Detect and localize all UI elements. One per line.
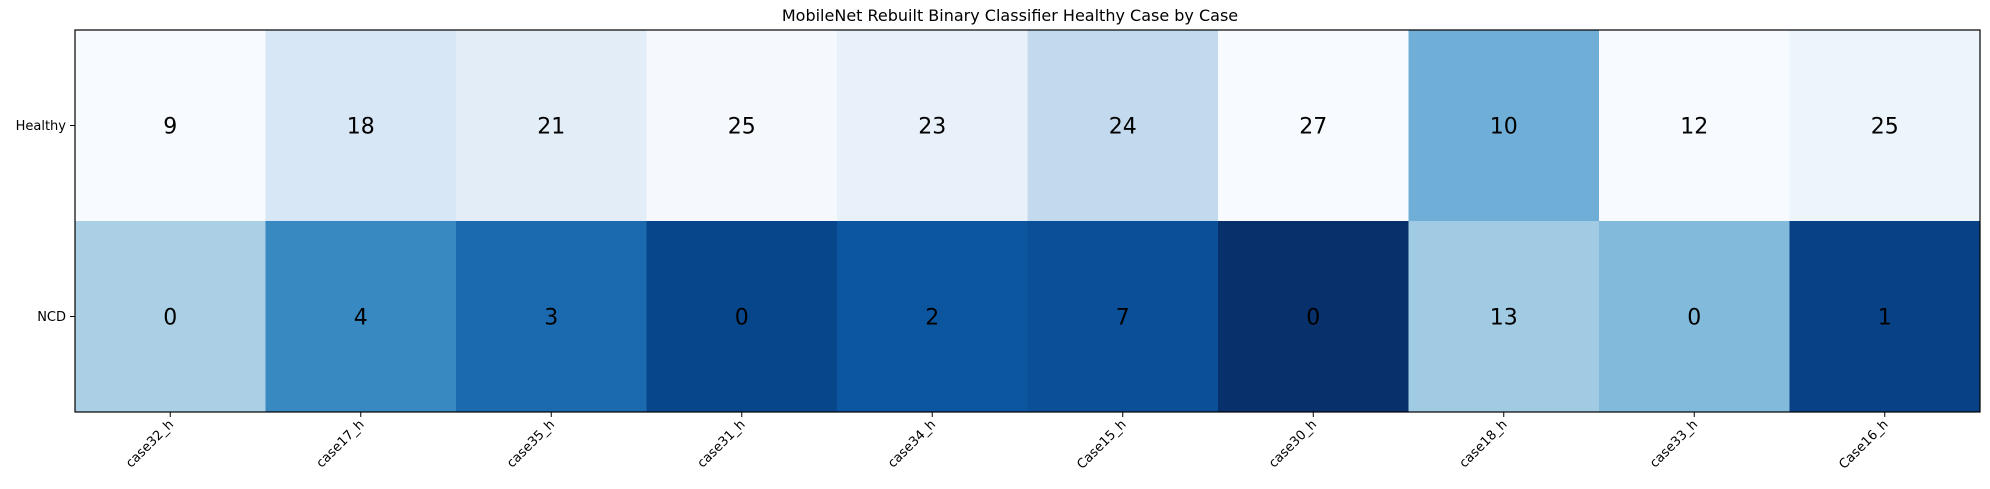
heatmap-cell [1218, 221, 1409, 413]
heatmap-cell [646, 221, 838, 413]
heatmap-cell [1789, 221, 1981, 413]
cell-value-label: 1 [1878, 306, 1892, 331]
cell-value-label: 13 [1490, 306, 1518, 331]
heatmap-cell [75, 221, 266, 413]
heatmap-cell [75, 30, 266, 222]
heatmap-cell [265, 221, 457, 413]
cell-value-label: 18 [347, 115, 375, 140]
x-tick-label: Case16_h [1836, 417, 1891, 472]
heatmap-cell [1027, 30, 1219, 222]
heatmap-cell [837, 30, 1028, 222]
cell-value-label: 2 [925, 306, 939, 331]
cell-value-label: 0 [163, 306, 177, 331]
cell-value-label: 9 [163, 115, 177, 140]
cell-value-label: 0 [1306, 306, 1320, 331]
x-tick-label: case34_h [885, 417, 939, 471]
cell-value-label: 4 [354, 306, 368, 331]
cell-value-label: 23 [918, 115, 946, 140]
heatmap-cell [1599, 30, 1790, 222]
cell-value-label: 21 [537, 115, 565, 140]
x-tick-label: case32_h [123, 417, 177, 471]
cell-value-labels: 9 18 21 25 23 24 27 10 12 250 4 3 0 2 7 0 13 0 1 [163, 115, 1899, 331]
cell-value-label: 0 [1687, 306, 1701, 331]
chart-title: MobileNet Rebuilt Binary Classifier Heal… [782, 6, 1238, 25]
heatmap-cell [1218, 30, 1409, 222]
cell-value-label: 7 [1116, 306, 1130, 331]
x-tick-label: Case15_h [1074, 417, 1129, 472]
heatmap-cell [265, 30, 457, 222]
heatmap-cell [1408, 221, 1600, 413]
cell-value-label: 27 [1299, 115, 1327, 140]
cell-value-label: 3 [544, 306, 558, 331]
y-tick-label: Healthy [16, 119, 67, 134]
heatmap-cell [1789, 30, 1981, 222]
heatmap-cell [456, 30, 647, 222]
x-tick-label: case35_h [504, 417, 558, 471]
heatmap-cell [1408, 30, 1600, 222]
cell-value-label: 10 [1490, 115, 1518, 140]
cell-value-label: 24 [1109, 115, 1137, 140]
x-tick-label: case18_h [1457, 417, 1511, 471]
cell-value-label: 12 [1680, 115, 1708, 140]
y-tick-label: NCD [37, 310, 66, 325]
x-tick-label: case33_h [1647, 417, 1701, 471]
x-tick-label: case30_h [1266, 417, 1320, 471]
plot-frame [74, 29, 1981, 413]
heatmap-cell [1599, 221, 1790, 413]
x-tick-label: case31_h [695, 417, 749, 471]
heatmap-cell [1027, 221, 1219, 413]
cell-value-label: 0 [735, 306, 749, 331]
cell-value-label: 25 [1871, 115, 1899, 140]
cell-value-label: 25 [728, 115, 756, 140]
heatmap-cell [456, 221, 647, 413]
heatmap-cell [837, 221, 1028, 413]
heatmap-cells [75, 30, 1981, 413]
y-axis: Healthy NCD [16, 119, 75, 325]
heatmap-cell [646, 30, 838, 222]
x-tick-label: case17_h [314, 417, 368, 471]
x-axis: case32_h case17_h case35_h case31_h case34_h… [123, 412, 1892, 472]
